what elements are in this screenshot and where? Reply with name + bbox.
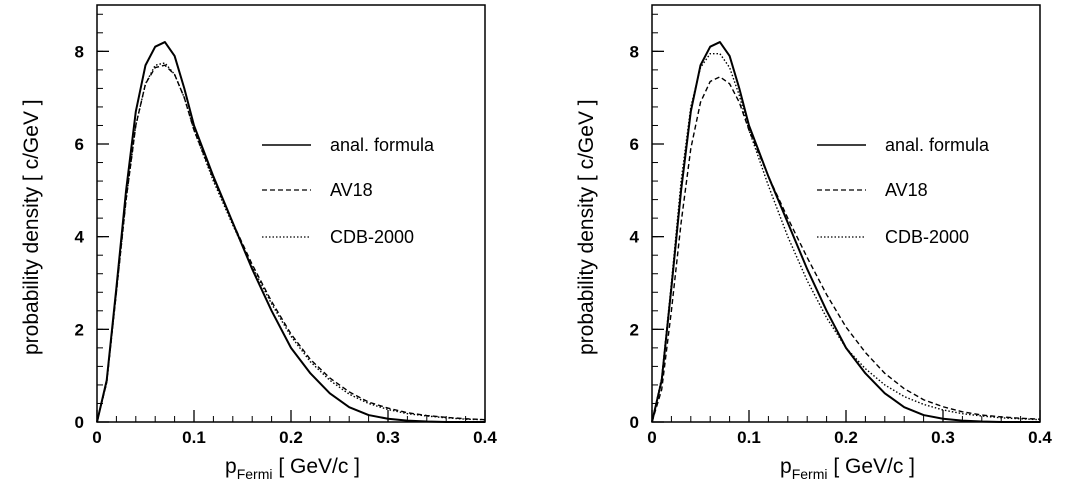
series-line-cdb-2000 [96,62,486,423]
legend-label: AV18 [885,180,928,200]
y-axis-label: probability density [ c/GeV ] [575,99,598,355]
series-line-anal-formula [96,41,485,423]
x-tick-label: 0.4 [473,428,497,447]
chart-svg-left: 0 0.1 0.2 0.3 0.4 0 2 4 6 8 anal. formula AV18 CDB-2… [75,4,497,447]
x-axis-label-sub: Fermi [236,466,273,482]
y-tick-label: 2 [630,320,639,339]
series-line-anal-formula [651,41,1040,423]
y-tick-label: 0 [75,413,84,432]
legend-label: anal. formula [885,135,990,155]
chart-panel-right: 0 0.1 0.2 0.3 0.4 0 2 4 6 8 anal. formula AV18 CDB-2… [555,0,1075,491]
x-tick-label: 0.3 [376,428,400,447]
series-line-av18 [96,64,486,423]
chart-svg-right: 0 0.1 0.2 0.3 0.4 0 2 4 6 8 anal. formula AV18 CDB-2… [630,4,1052,447]
chart-panel-left: 0 0.1 0.2 0.3 0.4 0 2 4 6 8 anal. formula AV18 CDB-2… [0,0,520,491]
series-line-cdb-2000 [651,52,1041,423]
x-axis-label: pFermi [ GeV/c ] [780,455,916,482]
x-tick-label: 0.2 [279,428,303,447]
x-axis-label-unit: [ GeV/c ] [833,455,916,478]
x-axis-label-sub: Fermi [791,466,828,482]
y-tick-label: 0 [630,413,639,432]
legend-label: CDB-2000 [330,227,414,247]
y-tick-label: 6 [630,135,639,154]
legend-label: AV18 [330,180,373,200]
y-tick-label: 8 [75,42,84,61]
x-tick-label: 0.4 [1028,428,1052,447]
x-tick-label: 0 [647,428,656,447]
x-tick-label: 0.1 [737,428,761,447]
x-axis-label-main: p [780,455,792,478]
y-tick-label: 4 [630,228,640,247]
y-tick-label: 4 [75,228,85,247]
series-line-av18 [651,76,1041,423]
y-tick-label: 8 [630,42,639,61]
y-tick-label: 2 [75,320,84,339]
x-axis-label-unit: [ GeV/c ] [278,455,361,478]
x-axis-label: pFermi [ GeV/c ] [225,455,361,482]
y-tick-label: 6 [75,135,84,154]
plot-frame [651,4,1041,423]
x-tick-label: 0.1 [182,428,206,447]
legend-label: anal. formula [330,135,435,155]
x-tick-label: 0.2 [834,428,858,447]
legend-label: CDB-2000 [885,227,969,247]
y-axis-label: probability density [ c/GeV ] [20,99,43,355]
x-tick-label: 0 [92,428,101,447]
x-tick-label: 0.3 [931,428,955,447]
x-axis-label-main: p [225,455,237,478]
